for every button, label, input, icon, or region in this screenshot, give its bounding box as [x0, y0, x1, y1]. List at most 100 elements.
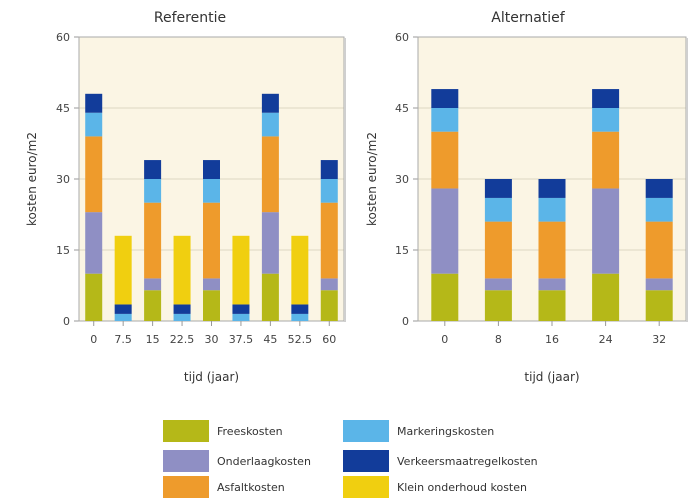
bar-segment: [291, 235, 309, 305]
bar-segment: [203, 179, 220, 203]
bar-segment: [320, 179, 338, 203]
y-tick-label: 30: [56, 173, 70, 186]
bar-segment: [144, 202, 162, 279]
x-tick-label: 32: [652, 333, 666, 346]
bar-segment: [261, 212, 279, 274]
bar-segment: [431, 108, 459, 132]
legend-item-markeringskosten: Markeringskosten: [343, 420, 494, 442]
x-tick-label: 0: [90, 333, 97, 346]
bar-segment: [85, 112, 103, 137]
bar-segment: [592, 89, 620, 108]
bar-segment: [232, 313, 250, 321]
y-axis-label: kosten euro/m2: [25, 132, 39, 226]
legend-swatch: [163, 420, 209, 442]
bar-segment: [203, 278, 220, 291]
bar-segment: [484, 278, 512, 291]
bar-segment: [173, 313, 191, 321]
bar-segment: [85, 212, 103, 274]
legend-label: Freeskosten: [217, 424, 283, 438]
bar-segment: [320, 278, 338, 291]
bar-segment: [645, 278, 673, 291]
x-tick-label: 7.5: [114, 333, 132, 346]
legend-swatch: [163, 476, 209, 498]
x-axis-label: tijd (jaar): [184, 370, 239, 384]
bar-segment: [173, 235, 191, 305]
bar-segment: [538, 290, 566, 321]
bar-segment: [232, 304, 250, 314]
bar-segment: [592, 188, 620, 274]
y-tick-label: 60: [56, 31, 70, 44]
bar-segment: [320, 290, 338, 321]
bar-segment: [538, 179, 566, 198]
bar-segment: [592, 273, 620, 321]
bar-segment: [431, 131, 459, 189]
y-tick-label: 15: [56, 244, 70, 257]
legend-swatch: [343, 476, 389, 498]
legend-label: Klein onderhoud kosten: [397, 480, 527, 494]
bar-segment: [592, 131, 620, 189]
chart-figure: 0 15 30 45 60 0 7.5 15 22.5 30 37.5 45 52.5 60 Referen…: [25, 10, 688, 384]
y-tick-label: 0: [63, 315, 70, 328]
bar-segment: [484, 290, 512, 321]
x-axis-label: tijd (jaar): [524, 370, 579, 384]
bar-segment: [291, 304, 309, 314]
bar-segment: [261, 93, 279, 113]
x-tick-label: 8: [495, 333, 502, 346]
y-tick-label: 45: [56, 102, 70, 115]
bar-segment: [645, 179, 673, 198]
x-tick-label: 16: [545, 333, 559, 346]
legend-label: Asfaltkosten: [217, 480, 285, 494]
legend-swatch: [343, 450, 389, 472]
chart-panel-1: 0 15 30 45 60 0 8 16 24 32 Alternatief tijd (jaar) k…: [365, 10, 688, 384]
bar-segment: [144, 290, 162, 321]
legend-item-freeskosten: Freeskosten: [163, 420, 283, 442]
bar-segment: [261, 112, 279, 137]
y-axis-label: kosten euro/m2: [365, 132, 379, 226]
x-tick-label: 52.5: [288, 333, 313, 346]
x-tick-label: 24: [599, 333, 613, 346]
bar-segment: [85, 136, 103, 213]
bar-segment: [645, 197, 673, 222]
bar-segment: [538, 197, 566, 222]
y-tick-label: 30: [395, 173, 409, 186]
y-tick-label: 60: [395, 31, 409, 44]
bar-segment: [114, 313, 132, 321]
bar-segment: [232, 235, 250, 305]
bar-segment: [538, 278, 566, 291]
x-tick-label: 0: [441, 333, 448, 346]
bar-segment: [261, 273, 279, 321]
bar-segment: [203, 290, 220, 321]
legend-item-verkeersmaatregelkosten: Verkeersmaatregelkosten: [343, 450, 538, 472]
legend-label: Onderlaagkosten: [217, 454, 311, 468]
bar-segment: [431, 273, 459, 321]
x-tick-label: 45: [263, 333, 277, 346]
bar-segment: [144, 278, 162, 291]
bar-segment: [645, 290, 673, 321]
legend-swatch: [343, 420, 389, 442]
chart-title: Alternatief: [491, 10, 566, 26]
legend-swatch: [163, 450, 209, 472]
x-tick-label: 60: [322, 333, 336, 346]
x-tick-label: 15: [146, 333, 160, 346]
chart-panel-0: 0 15 30 45 60 0 7.5 15 22.5 30 37.5 45 52.5 60 Referen…: [25, 10, 346, 384]
y-tick-label: 0: [402, 315, 409, 328]
bar-segment: [203, 160, 220, 179]
legend-item-asfaltkosten: Asfaltkosten: [163, 476, 285, 498]
y-tick-label: 45: [395, 102, 409, 115]
bar-segment: [203, 202, 220, 279]
bar-segment: [85, 273, 103, 321]
legend-item-klein-onderhoud-kosten: Klein onderhoud kosten: [343, 476, 527, 498]
bar-segment: [144, 179, 162, 203]
x-tick-label: 22.5: [170, 333, 195, 346]
bar-segment: [484, 221, 512, 279]
bar-segment: [484, 197, 512, 222]
bar-segment: [645, 221, 673, 279]
bar-segment: [85, 93, 103, 113]
x-tick-label: 30: [205, 333, 219, 346]
legend: Freeskosten Markeringskosten Onderlaagko…: [163, 418, 583, 498]
chart-title: Referentie: [154, 10, 226, 26]
y-tick-label: 15: [395, 244, 409, 257]
bar-segment: [114, 235, 132, 305]
legend-item-onderlaagkosten: Onderlaagkosten: [163, 450, 311, 472]
bar-segment: [320, 202, 338, 279]
